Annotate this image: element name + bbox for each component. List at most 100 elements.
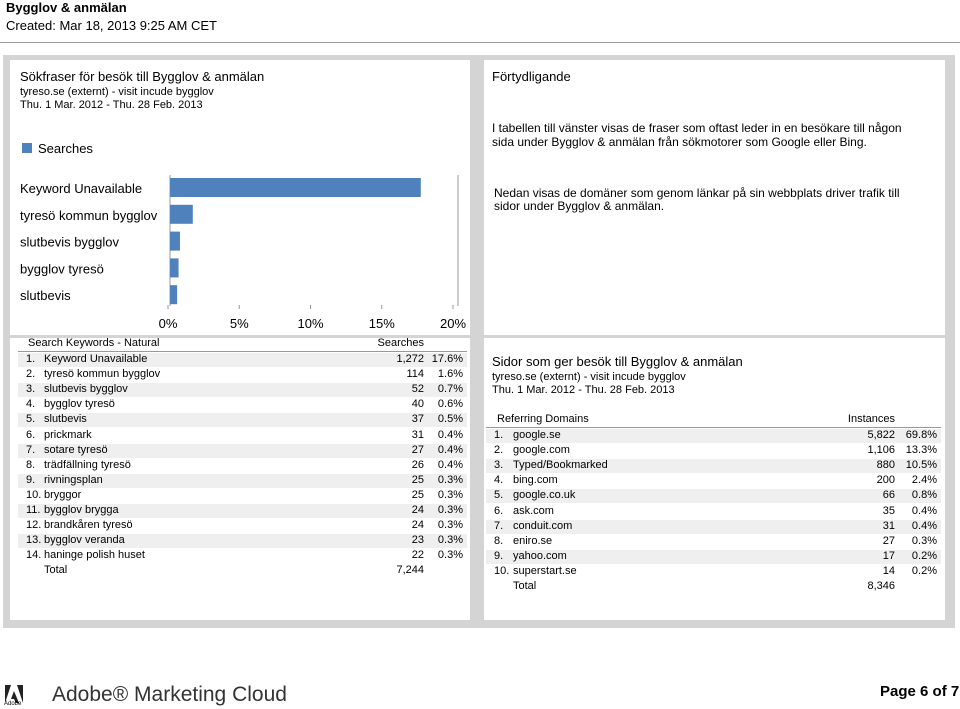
- count: 35: [882, 504, 895, 517]
- count: 1,272: [396, 353, 424, 365]
- percent: 0.3%: [437, 519, 463, 532]
- percent: 0.7%: [437, 383, 463, 396]
- rank: 7.: [494, 519, 504, 532]
- label: yahoo.com: [513, 549, 567, 562]
- row-bg: [486, 429, 941, 443]
- label: Keyword Unavailable: [44, 353, 148, 365]
- header-rule: [486, 427, 941, 428]
- created: Created: Mar 18, 2013 9:25 AM CET: [6, 18, 217, 33]
- brand: Adobe® Marketing Cloud: [52, 683, 287, 706]
- rank: 10.: [26, 488, 42, 501]
- count: 5,822: [867, 429, 895, 441]
- total-value: 8,346: [867, 580, 895, 592]
- row-bg: [486, 504, 941, 519]
- report-title: Bygglov & anmälan: [6, 0, 127, 15]
- count: 200: [876, 474, 895, 487]
- source: tyreso.se (externt) - visit incude byggl…: [492, 371, 686, 383]
- percent: 2.4%: [911, 474, 937, 487]
- rank: 8.: [26, 458, 36, 471]
- rank: 4.: [26, 398, 36, 411]
- row-bg: [486, 549, 941, 564]
- count: 52: [411, 383, 424, 396]
- count: 114: [406, 368, 424, 381]
- rank: 13.: [26, 534, 42, 547]
- source: tyreso.se (externt) - visit incude byggl…: [20, 86, 214, 98]
- label: Typed/Bookmarked: [513, 459, 608, 472]
- category-label: slutbevis: [20, 288, 71, 303]
- bar: [170, 178, 421, 197]
- label: conduit.com: [513, 519, 573, 532]
- rank: 11.: [26, 504, 41, 516]
- column-header: Referring Domains: [497, 413, 589, 425]
- bar: [170, 258, 179, 278]
- count: 66: [882, 489, 895, 502]
- row-bg: [18, 428, 467, 443]
- rank: 3.: [26, 383, 36, 396]
- rank: 10.: [494, 564, 510, 577]
- row-bg: [486, 519, 941, 534]
- percent: 0.3%: [437, 504, 463, 516]
- percent: 10.5%: [905, 459, 937, 472]
- rank: 9.: [494, 549, 504, 562]
- column-header: Instances: [847, 413, 895, 425]
- percent: 0.8%: [911, 489, 937, 502]
- dates: Thu. 1 Mar. 2012 - Thu. 28 Feb. 2013: [492, 384, 675, 396]
- row-bg: [18, 504, 467, 518]
- row-bg: [18, 413, 467, 428]
- percent: 0.3%: [437, 473, 463, 486]
- row-bg: [18, 458, 467, 473]
- count: 27: [411, 443, 424, 456]
- rank: 8.: [494, 534, 504, 547]
- row-bg: [18, 519, 467, 534]
- count: 17: [882, 549, 895, 562]
- panel-title: Sökfraser för besök till Bygglov & anmäl…: [20, 69, 265, 84]
- count: 22: [411, 549, 424, 562]
- category-label: tyresö kommun bygglov: [20, 208, 158, 223]
- percent: 0.4%: [911, 519, 937, 532]
- paragraph: I tabellen till vänster visas de fraser …: [492, 121, 902, 149]
- category-label: Keyword Unavailable: [20, 181, 142, 196]
- total-label: Total: [44, 564, 68, 577]
- legend-label: Searches: [38, 141, 93, 156]
- row-bg: [18, 353, 467, 367]
- count: 37: [411, 413, 424, 426]
- rank: 6.: [26, 428, 36, 441]
- row-bg: [18, 443, 467, 458]
- percent: 0.4%: [437, 428, 463, 441]
- paragraph: Nedan visas de domäner som genom länkar …: [494, 186, 900, 213]
- logo-text: Adobe: [4, 701, 22, 707]
- count: 31: [882, 519, 895, 532]
- label: bygglov brygga: [44, 504, 119, 516]
- row-bg: [18, 549, 467, 564]
- percent: 1.6%: [437, 368, 463, 381]
- count: 1,106: [867, 444, 895, 457]
- label: haninge polish huset: [44, 549, 145, 562]
- rank: 2.: [494, 444, 504, 457]
- bar: [170, 285, 178, 305]
- rank: 5.: [494, 489, 504, 502]
- x-tick-label: 10%: [297, 316, 323, 331]
- rank: 1.: [494, 429, 504, 441]
- rank: 4.: [494, 474, 504, 487]
- label: rivningsplan: [44, 473, 103, 486]
- row-bg: [486, 564, 941, 579]
- label: bryggor: [44, 488, 82, 501]
- percent: 0.6%: [437, 398, 463, 411]
- count: 25: [411, 488, 424, 501]
- percent: 0.3%: [911, 534, 937, 547]
- category-label: bygglov tyresö: [20, 261, 104, 276]
- rank: 2.: [26, 368, 36, 381]
- label: prickmark: [44, 428, 92, 441]
- count: 27: [882, 534, 895, 547]
- count: 25: [411, 473, 424, 486]
- bar: [170, 231, 180, 251]
- row-bg: [18, 368, 467, 383]
- percent: 0.3%: [437, 488, 463, 501]
- row-bg: [18, 383, 467, 398]
- rank: 1.: [26, 353, 36, 365]
- label: eniro.se: [513, 534, 553, 547]
- x-tick-label: 15%: [369, 316, 395, 331]
- label: sotare tyresö: [44, 443, 108, 456]
- label: google.se: [513, 429, 561, 441]
